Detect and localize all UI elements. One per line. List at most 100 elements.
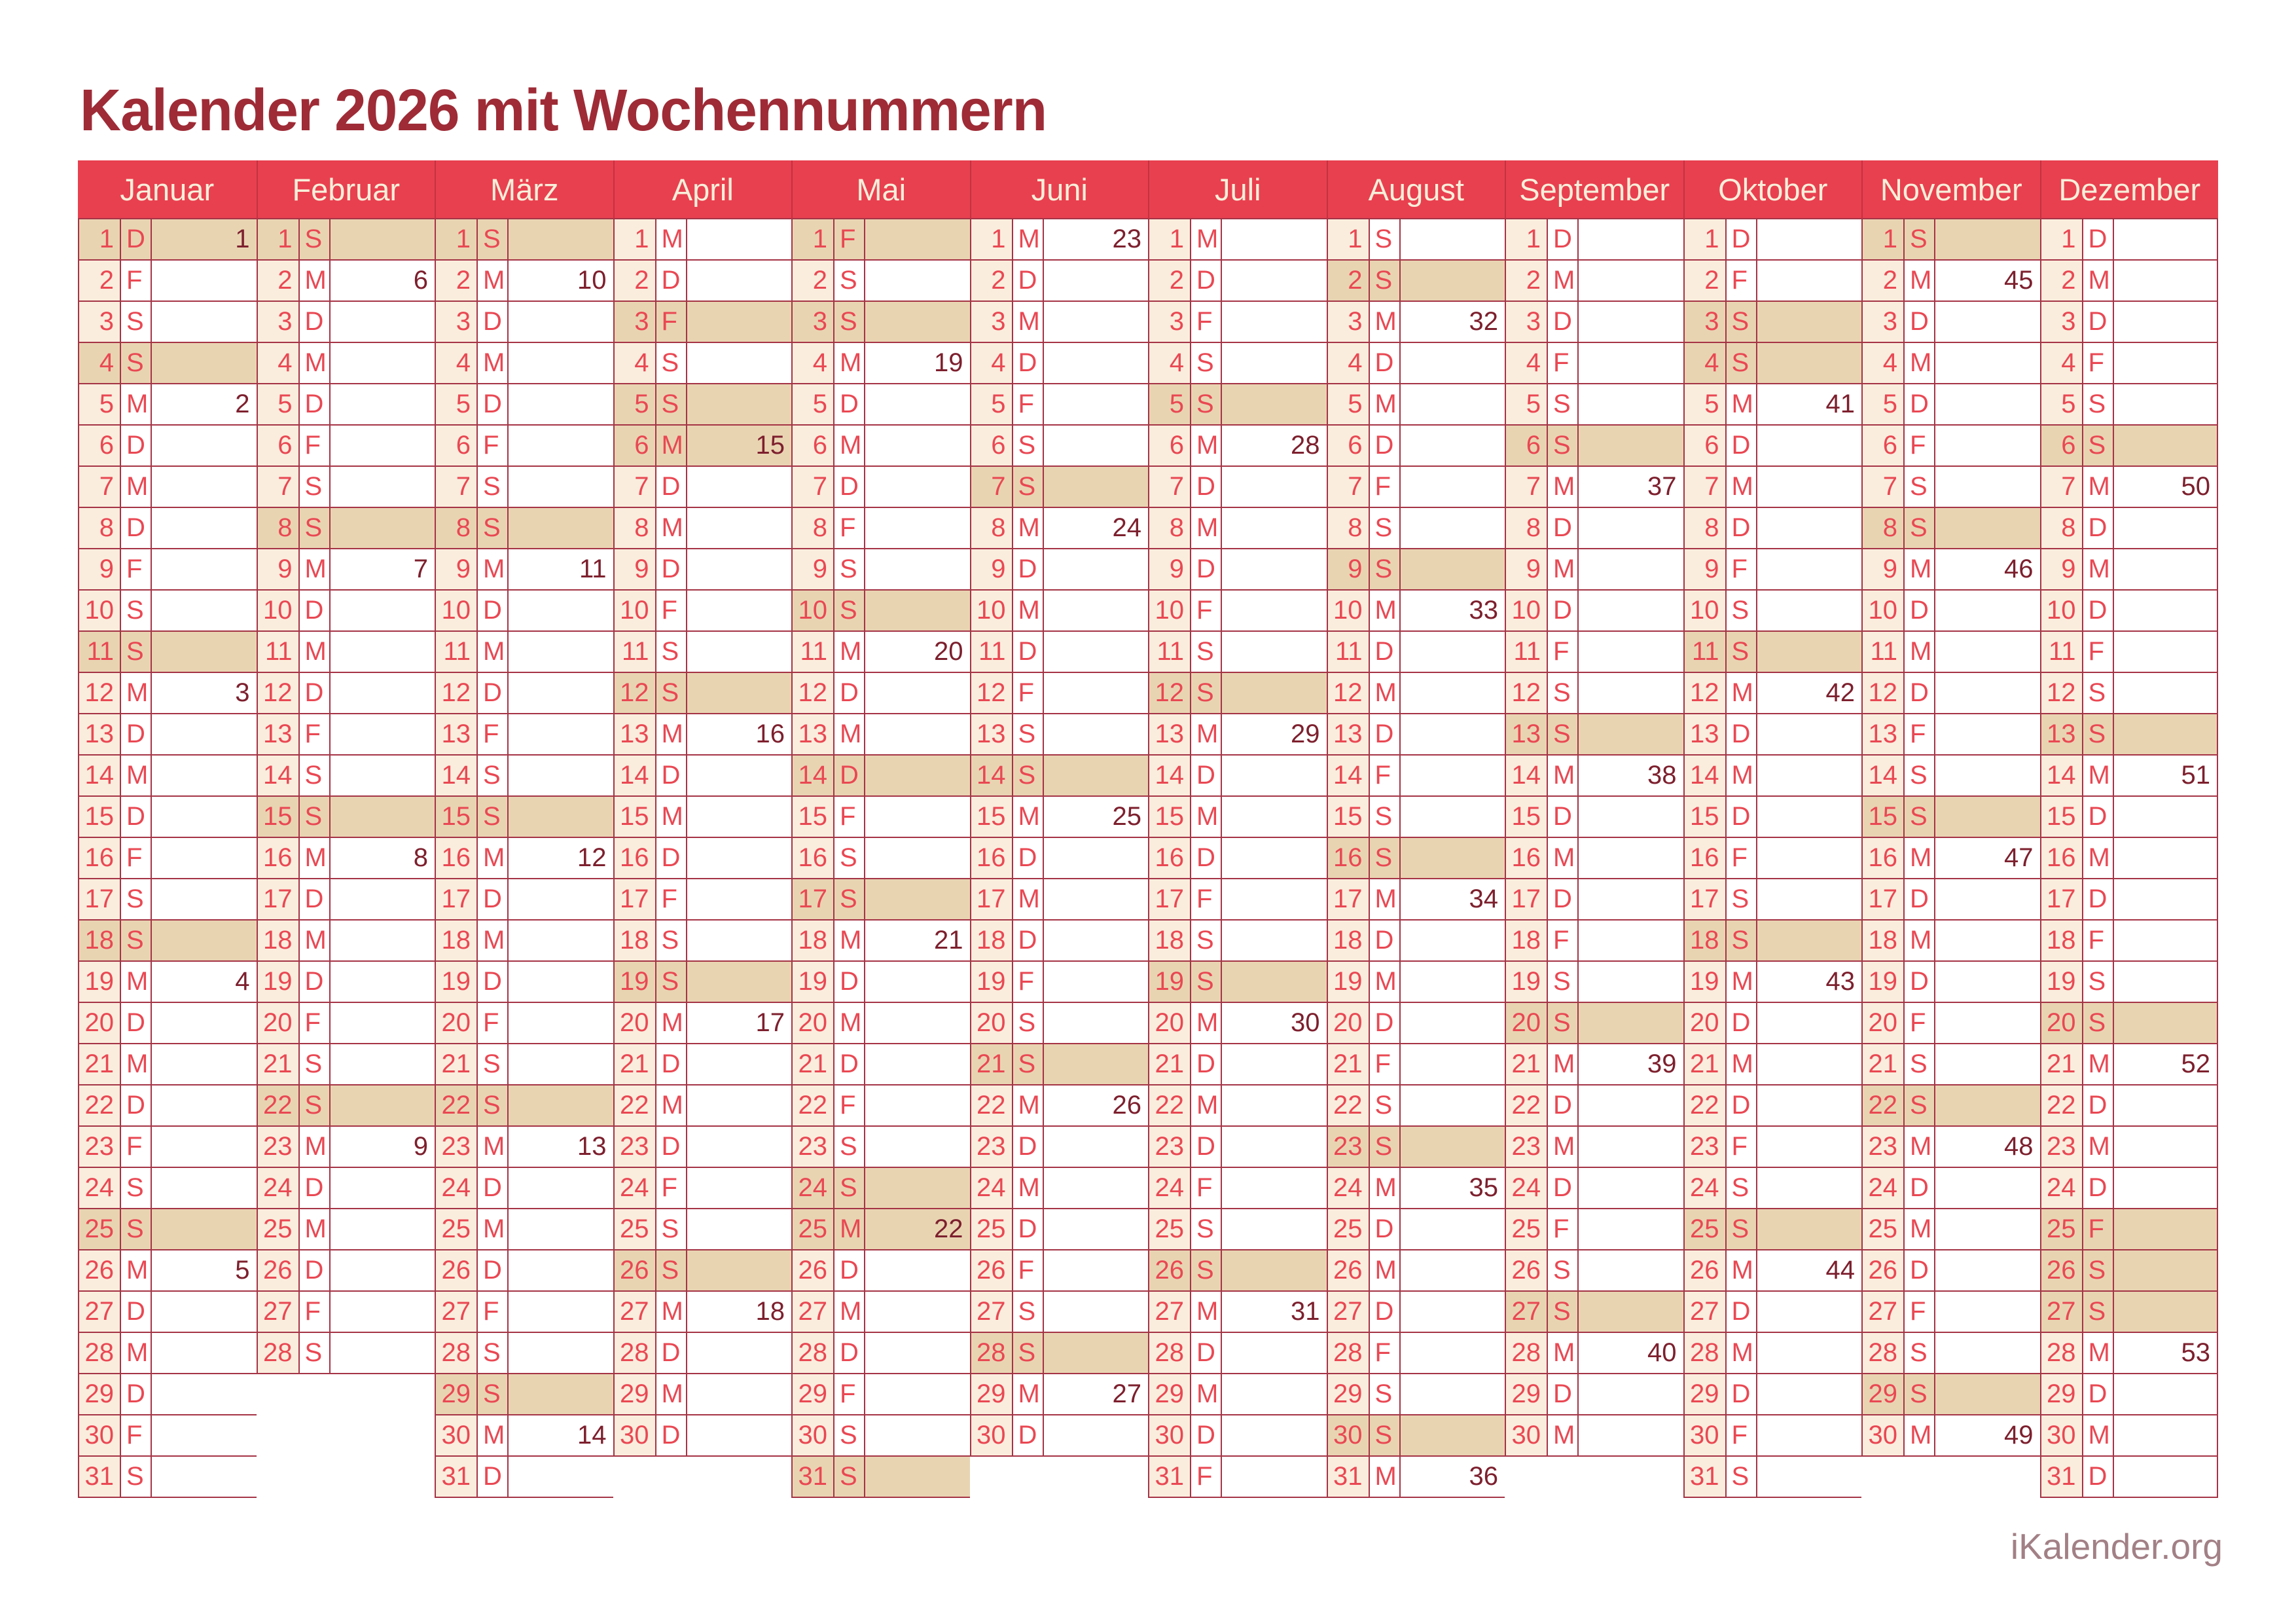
weekday-letter: D xyxy=(2083,797,2114,837)
week-number xyxy=(1935,632,2040,672)
weekday-letter: S xyxy=(1548,714,1579,754)
week-number xyxy=(2114,921,2217,960)
week-number xyxy=(331,921,435,960)
day-number: 31 xyxy=(1684,1457,1727,1497)
day-number: 17 xyxy=(2041,879,2083,919)
day-row: 24 M 35 xyxy=(1326,1168,1505,1209)
day-row: 21 M xyxy=(1683,1044,1861,1085)
week-number xyxy=(865,1415,970,1455)
day-number: 24 xyxy=(1506,1168,1548,1208)
weekday-letter: S xyxy=(1548,426,1579,465)
footer-brand: iKalender.org xyxy=(2010,1526,2223,1567)
week-number xyxy=(1044,1127,1149,1167)
day-number: 27 xyxy=(1506,1292,1548,1332)
week-number xyxy=(1222,632,1327,672)
day-number: 10 xyxy=(257,591,300,630)
day-row: 17 M xyxy=(969,879,1148,921)
day-number: 9 xyxy=(436,549,478,589)
day-row: 14 S xyxy=(969,756,1148,797)
weekday-letter: M xyxy=(1370,1250,1401,1290)
day-number: 30 xyxy=(79,1415,121,1455)
weekday-letter: F xyxy=(656,1168,687,1208)
day-row: 17 F xyxy=(1148,879,1327,921)
day-row: 30 M 14 xyxy=(435,1415,613,1457)
day-number: 26 xyxy=(1149,1250,1191,1290)
day-number: 19 xyxy=(2041,962,2083,1002)
day-number: 11 xyxy=(971,632,1013,672)
day-row: 24 D xyxy=(435,1168,613,1209)
day-number: 8 xyxy=(436,508,478,548)
day-row: 29 D xyxy=(1505,1374,1683,1415)
week-number xyxy=(1935,1333,2040,1373)
day-number: 4 xyxy=(1149,343,1191,383)
day-row: 13 D xyxy=(1326,714,1505,756)
week-number: 12 xyxy=(577,843,607,872)
day-number: 23 xyxy=(2041,1127,2083,1167)
day-number: 20 xyxy=(257,1003,300,1043)
weekday-letter: M xyxy=(478,343,509,383)
day-row: 24 D xyxy=(256,1168,435,1209)
weekday-letter: F xyxy=(1905,1292,1935,1332)
week-number xyxy=(2113,1003,2217,1043)
day-number: 28 xyxy=(79,1333,121,1373)
day-number: 24 xyxy=(1149,1168,1191,1208)
week-number xyxy=(1935,879,2040,919)
day-row: 10 D xyxy=(256,591,435,632)
week-number xyxy=(1579,343,1683,383)
weekday-letter: D xyxy=(478,673,509,713)
weekday-letter: M xyxy=(478,838,509,878)
weekday-letter: D xyxy=(1191,1127,1222,1167)
weekday-letter: D xyxy=(1013,1415,1044,1455)
week-number xyxy=(1222,384,1327,424)
day-row: 25 S xyxy=(1148,1209,1327,1250)
day-number: 17 xyxy=(1863,879,1905,919)
day-number: 14 xyxy=(614,756,656,795)
weekday-letter: S xyxy=(834,261,865,301)
weekday-letter: S xyxy=(834,838,865,878)
day-number: 2 xyxy=(1684,261,1727,301)
week-number xyxy=(1044,1415,1149,1455)
weekday-letter: D xyxy=(121,1085,152,1125)
week-number xyxy=(865,1374,970,1414)
day-row: 16 S xyxy=(791,838,970,879)
day-number: 27 xyxy=(614,1292,656,1332)
week-number xyxy=(331,302,435,342)
day-number: 10 xyxy=(1327,591,1370,630)
day-row: 15 S xyxy=(435,797,613,838)
day-number: 9 xyxy=(971,549,1013,589)
week-number xyxy=(1935,302,2040,342)
day-number: 16 xyxy=(1149,838,1191,878)
week-number xyxy=(1579,879,1683,919)
week-number xyxy=(1757,879,1862,919)
month-header: April xyxy=(613,160,791,219)
day-number: 16 xyxy=(1863,838,1905,878)
month-header: September xyxy=(1505,160,1683,219)
week-number: 49 xyxy=(2004,1421,2034,1450)
day-number: 20 xyxy=(2041,1003,2083,1043)
day-number: 7 xyxy=(614,467,656,507)
week-number: 2 xyxy=(235,390,250,418)
day-row: 30 D xyxy=(1148,1415,1327,1457)
week-number xyxy=(2114,962,2217,1002)
day-number: 6 xyxy=(1149,426,1191,465)
weekday-letter: D xyxy=(834,1333,865,1373)
week-number xyxy=(152,1374,257,1414)
weekday-letter: M xyxy=(300,1209,331,1249)
day-number: 26 xyxy=(1863,1250,1905,1290)
day-row: 19 D xyxy=(1861,962,2040,1003)
day-row: 10 S xyxy=(791,591,970,632)
day-row: 31 F xyxy=(1148,1457,1327,1498)
day-number: 6 xyxy=(79,426,121,465)
day-number: 11 xyxy=(1684,632,1727,672)
weekday-letter: M xyxy=(1905,549,1935,589)
weekday-letter: D xyxy=(121,797,152,837)
week-number xyxy=(152,426,257,465)
